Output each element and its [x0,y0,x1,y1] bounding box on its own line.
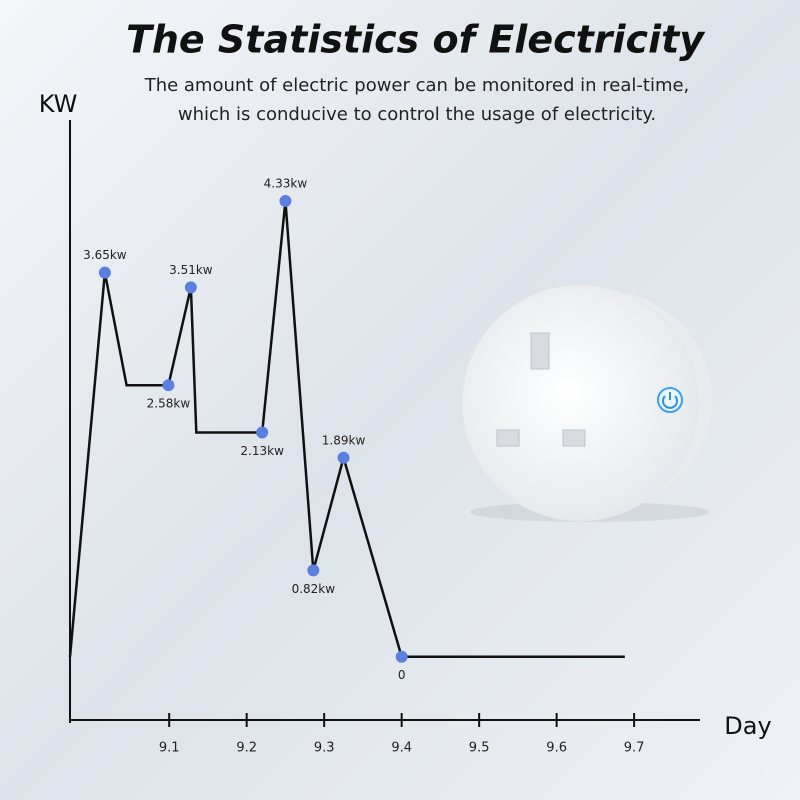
smart-plug [461,284,712,522]
point [337,451,350,464]
point [98,266,111,279]
x-tick-label: 9.5 [469,741,490,756]
x-tick-label: 9.7 [624,741,645,756]
point [395,650,408,663]
point [162,379,175,392]
x-tick-label: 9.1 [159,741,180,756]
point [256,426,269,439]
x-tick-label: 9.4 [391,741,412,756]
x-tick-label: 9.3 [314,741,335,756]
data-label: 4.33kw [264,177,308,191]
data-label: 2.58kw [147,397,191,411]
line [68,200,625,658]
point [184,281,197,294]
subtitle: The amount of electric power can be moni… [144,75,690,96]
data-label: 1.89kw [322,433,366,447]
point [307,564,320,577]
plot: 9.1 9.2 9.3 9.4 9.5 9.6 9.7 3.65kw 2.58kw 3.51kw 2… [68,177,645,756]
x-axis-label: Day [724,712,771,740]
data-label: 0 [398,668,406,682]
x-tick-label: 9.6 [546,741,567,756]
y-axis-label: KW [39,90,78,118]
data-label: 2.13kw [240,444,284,458]
point [279,195,292,208]
data-label: 3.51kw [169,263,213,277]
subtitle: which is conducive to control the usage … [178,104,656,125]
x-tick-label: 9.2 [236,741,257,756]
data-label: 0.82kw [292,582,336,596]
title: The Statistics of Electricity [126,18,706,62]
data-label: 3.65kw [83,248,127,262]
